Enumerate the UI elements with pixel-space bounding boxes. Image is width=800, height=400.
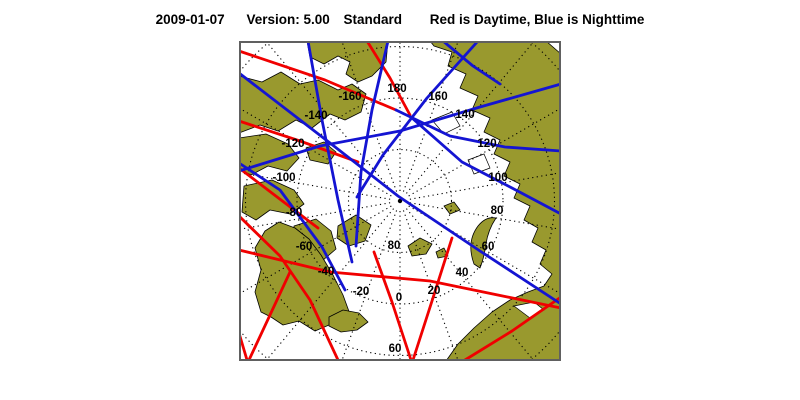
nighttime-track [394, 108, 561, 153]
longitude-label: -160 [338, 91, 361, 103]
nighttime-track [441, 41, 502, 86]
land-region [407, 237, 433, 257]
sea-inlet [431, 111, 461, 135]
nighttime-track [239, 161, 347, 292]
meridian-line [402, 41, 459, 192]
longitude-label: 80 [491, 205, 504, 217]
longitude-label: -140 [304, 110, 327, 122]
meridian-line [239, 202, 391, 230]
meridian-line [406, 41, 535, 194]
title-version: Version: 5.00 [246, 12, 330, 27]
land-region [241, 179, 305, 221]
longitude-label: 180 [387, 83, 406, 95]
land-region [328, 309, 369, 333]
title-mode: Standard [343, 12, 403, 27]
figure-title: 2009-01-07 Version: 5.00 Standard Red is… [0, 12, 800, 27]
nighttime-track [355, 41, 480, 199]
latitude-label: 60 [389, 343, 402, 355]
latitude-label: 80 [388, 240, 401, 252]
title-date: 2009-01-07 [155, 12, 225, 27]
land-region [254, 221, 352, 332]
longitude-label: -60 [296, 241, 313, 253]
longitude-label: 60 [482, 241, 495, 253]
pole-marker [397, 198, 403, 204]
meridian-line [409, 202, 561, 230]
daytime-track [239, 49, 398, 112]
longitude-label: 120 [477, 138, 496, 150]
meridian-line [409, 172, 561, 200]
map-frame [239, 41, 561, 361]
daytime-track [411, 236, 454, 361]
meridian-line [341, 210, 398, 361]
nighttime-track [306, 41, 354, 264]
longitude-label: 140 [455, 109, 474, 121]
daytime-track [247, 270, 292, 361]
daytime-track [239, 166, 320, 230]
meridian-line [265, 208, 394, 361]
longitude-label: 20 [428, 285, 441, 297]
longitude-label: -120 [281, 138, 304, 150]
nighttime-track [239, 71, 561, 306]
longitude-label: 160 [428, 91, 447, 103]
land-region [239, 71, 367, 134]
polar-map: 180 -160 160 -140 140 -120 120 -100 100 -80 80 -60 6… [239, 41, 561, 361]
meridian-line [239, 205, 392, 295]
longitude-label: -40 [318, 266, 335, 278]
daytime-track [239, 119, 360, 164]
land-region [306, 41, 389, 83]
meridian-line [408, 107, 561, 197]
meridian-line [402, 210, 459, 361]
latitude-circle [244, 45, 556, 357]
longitude-label: -100 [272, 172, 295, 184]
meridian-line [239, 172, 391, 200]
land-region [416, 41, 561, 361]
longitude-label: 0 [396, 292, 402, 304]
longitude-label: -80 [286, 207, 303, 219]
title-legend: Red is Daytime, Blue is Nighttime [429, 12, 645, 27]
meridian-line [406, 208, 535, 361]
meridian-line [265, 41, 394, 194]
latitude-circle [347, 148, 453, 254]
nighttime-track [354, 41, 390, 248]
daytime-track [463, 295, 561, 361]
daytime-track [239, 214, 340, 361]
longitude-label: 100 [488, 172, 507, 184]
meridian-line [239, 107, 392, 197]
longitude-label: -20 [353, 286, 370, 298]
daytime-track [365, 41, 412, 117]
daytime-track [372, 250, 413, 361]
longitude-label: 40 [456, 267, 469, 279]
nighttime-track [410, 116, 561, 216]
